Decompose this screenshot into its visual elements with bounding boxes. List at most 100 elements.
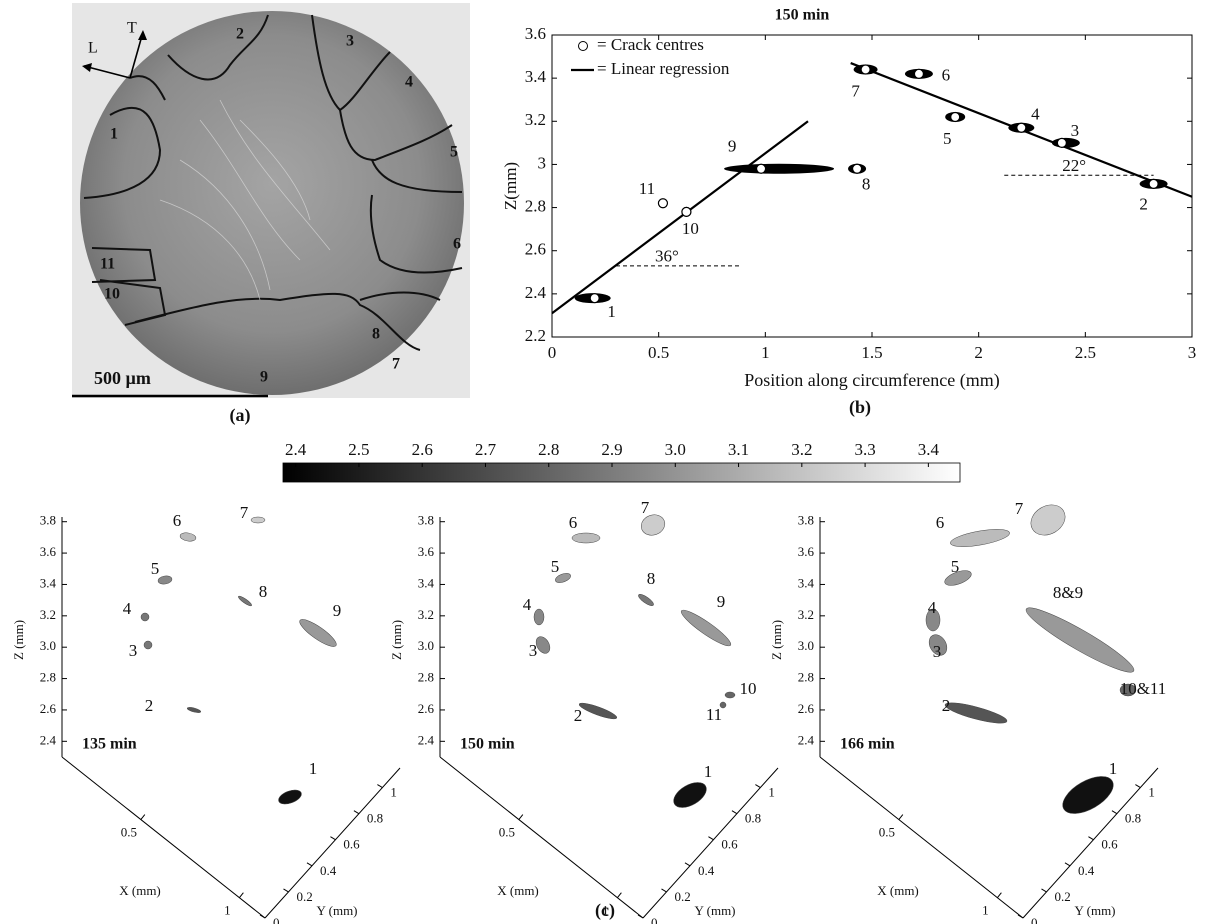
y-tick-label: 3 bbox=[538, 153, 547, 172]
crack-volume bbox=[724, 691, 736, 699]
crack-label: 4 bbox=[1031, 105, 1040, 124]
crack-volume bbox=[250, 516, 266, 524]
region-label: 5 bbox=[450, 144, 458, 161]
region-label: 10 bbox=[104, 286, 120, 303]
y-tick-label: 1 bbox=[390, 785, 397, 800]
panel-caption: (b) bbox=[849, 397, 871, 418]
y-tick bbox=[1111, 810, 1118, 815]
colorbar-tick-label: 2.6 bbox=[412, 440, 433, 459]
z-axis-label: Z (mm) bbox=[769, 620, 784, 660]
angle-label: 22° bbox=[1062, 156, 1086, 175]
region-label: 11 bbox=[100, 256, 115, 273]
x-tick-label: 2.5 bbox=[1075, 343, 1096, 362]
crack-label: 1 bbox=[1109, 759, 1118, 778]
arrow-head bbox=[138, 30, 147, 40]
y-tick-label: 0 bbox=[273, 915, 280, 924]
crack-boundaries bbox=[83, 14, 463, 351]
z-tick-label: 3.0 bbox=[798, 638, 814, 653]
region-label: 8 bbox=[372, 326, 380, 343]
plot-3d: 2.4 2.6 2.8 3.0 3.2 3.4 3.6 3.8 0.5 1 0 0.2 0.4 0.6 0.… bbox=[769, 499, 1166, 924]
z-tick-label: 2.4 bbox=[418, 732, 435, 747]
crack-centre bbox=[950, 111, 961, 123]
region-label: 2 bbox=[236, 26, 244, 43]
x-axis bbox=[819, 756, 1024, 919]
crack-centre bbox=[851, 163, 863, 174]
x-tick bbox=[140, 814, 146, 820]
y-tick-label: 2.6 bbox=[525, 240, 546, 259]
crack-label: 10 bbox=[682, 219, 699, 238]
colorbar-tick-label: 2.4 bbox=[285, 440, 307, 459]
x-tick bbox=[238, 892, 244, 898]
crack-volume bbox=[533, 608, 545, 626]
time-label: 150 min bbox=[460, 736, 515, 753]
y-tick-label: 2.2 bbox=[525, 326, 546, 345]
crack-label: 4 bbox=[123, 599, 132, 618]
crack-volume bbox=[140, 612, 150, 622]
z-tick-label: 2.4 bbox=[40, 732, 57, 747]
regression-line bbox=[551, 120, 809, 315]
colorbar-tick-label: 3.3 bbox=[854, 440, 875, 459]
z-tick-label: 3.2 bbox=[418, 607, 434, 622]
crack-trace bbox=[724, 163, 835, 174]
colorbar-tick-label: 2.9 bbox=[601, 440, 622, 459]
crack-label: 2 bbox=[942, 696, 951, 715]
crack-label: 4 bbox=[928, 598, 937, 617]
z-tick-label: 3.6 bbox=[418, 544, 435, 559]
y-tick bbox=[661, 888, 667, 893]
z-tick-label: 2.8 bbox=[40, 670, 56, 685]
z-tick-label: 3.4 bbox=[418, 575, 435, 590]
crack-label: 7 bbox=[240, 503, 249, 522]
y-tick bbox=[330, 836, 336, 841]
crack-centre bbox=[1016, 122, 1027, 133]
y-tick-label: 0.4 bbox=[1078, 863, 1095, 878]
y-axis-label: Y (mm) bbox=[316, 903, 357, 918]
x-tick bbox=[898, 814, 904, 820]
crack-volume bbox=[1025, 607, 1135, 673]
x-axis bbox=[61, 756, 266, 919]
crack-volume bbox=[680, 609, 732, 647]
y-tick bbox=[684, 862, 691, 867]
region-label: 4 bbox=[405, 74, 413, 91]
y-tick bbox=[1064, 862, 1071, 867]
crack-volume bbox=[578, 702, 618, 720]
y-tick-label: 2.4 bbox=[525, 283, 547, 302]
x-tick-label: 1 bbox=[224, 903, 231, 918]
crack-volume bbox=[186, 707, 202, 713]
fracture-surface bbox=[80, 11, 464, 395]
region-label: 6 bbox=[453, 236, 461, 253]
z-tick-label: 3.4 bbox=[798, 575, 815, 590]
crack-volume bbox=[1119, 683, 1137, 697]
y-tick-label: 2.8 bbox=[525, 196, 546, 215]
z-tick-label: 3.8 bbox=[418, 513, 434, 528]
x-tick bbox=[616, 892, 622, 898]
y-tick-label: 0.2 bbox=[296, 889, 312, 904]
colorbar-tick-label: 3.2 bbox=[791, 440, 812, 459]
crack-label: 9 bbox=[717, 592, 726, 611]
crack-label: 6 bbox=[173, 511, 182, 530]
y-tick-label: 3.2 bbox=[525, 110, 546, 129]
x-axis bbox=[439, 756, 644, 919]
z-tick-label: 3.2 bbox=[40, 607, 56, 622]
crack-volume bbox=[299, 619, 337, 647]
y-tick bbox=[731, 810, 738, 815]
arrow-head bbox=[82, 63, 92, 72]
z-tick-label: 3.8 bbox=[798, 513, 814, 528]
z-tick-label: 3.2 bbox=[798, 607, 814, 622]
crack-label: 7 bbox=[641, 498, 650, 517]
colorbar-tick-label: 3.0 bbox=[665, 440, 686, 459]
region-label: 1 bbox=[110, 126, 118, 143]
scale-bar-label: 500 µm bbox=[94, 368, 151, 388]
y-axis-label: Y (mm) bbox=[1074, 903, 1115, 918]
crack-volume bbox=[640, 514, 666, 536]
y-tick bbox=[1088, 836, 1094, 841]
z-tick-label: 3.6 bbox=[40, 544, 57, 559]
z-tick-label: 3.0 bbox=[40, 638, 56, 653]
crack-volume bbox=[944, 570, 972, 586]
crack-label: 8&9 bbox=[1053, 583, 1083, 602]
crack-label: 9 bbox=[333, 601, 342, 620]
surface-texture bbox=[159, 99, 331, 301]
z-axis-label: Z (mm) bbox=[11, 620, 26, 660]
crack-label: 1 bbox=[704, 762, 713, 781]
x-tick-label: 1.5 bbox=[861, 343, 882, 362]
y-axis-label: Y (mm) bbox=[694, 903, 735, 918]
